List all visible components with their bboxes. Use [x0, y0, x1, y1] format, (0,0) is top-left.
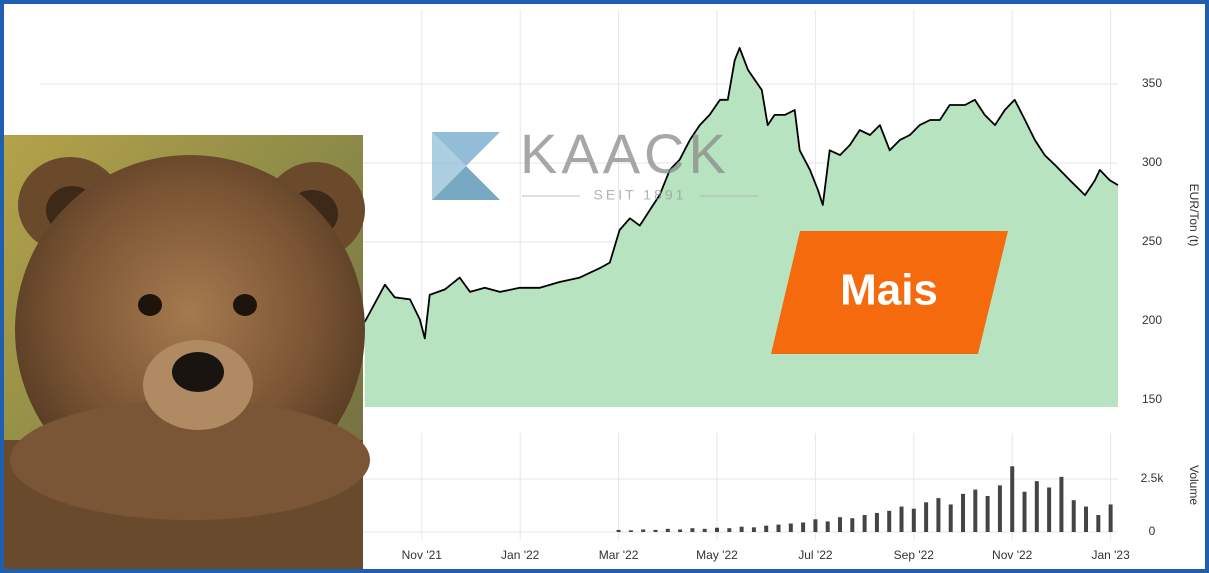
volume-bar	[616, 529, 621, 533]
logo: KAACK SEIT 1891	[432, 122, 758, 203]
volume-bar	[764, 525, 769, 533]
x-tick-label: Sep '22	[894, 548, 935, 562]
volume-bar	[665, 528, 670, 533]
y-tick-label: 2.5k	[1141, 471, 1165, 485]
volume-bar	[751, 527, 756, 533]
volume-bar	[985, 495, 990, 533]
volume-bar	[887, 510, 892, 533]
volume-bar	[653, 529, 658, 533]
volume-bar	[948, 504, 953, 533]
y-tick-label: 350	[1142, 76, 1162, 90]
x-tick-label: Nov '21	[402, 548, 443, 562]
volume-bar	[1059, 476, 1064, 533]
volume-bar	[727, 528, 732, 533]
x-tick-label: May '22	[696, 548, 738, 562]
volume-bar	[702, 528, 707, 533]
price-line	[363, 47, 1119, 340]
volume-bar	[825, 521, 830, 533]
volume-bar	[1096, 515, 1101, 533]
volume-bar	[1108, 504, 1113, 533]
volume-bar	[788, 523, 793, 533]
volume-bar	[690, 528, 695, 533]
y-tick-label: 300	[1142, 155, 1162, 169]
volume-bar	[776, 524, 781, 533]
y-tick-label: 200	[1142, 313, 1162, 327]
volume-bar	[973, 489, 978, 533]
area	[364, 47, 1118, 408]
volume-bar	[628, 530, 633, 533]
volume-bar	[911, 508, 916, 533]
y-tick-label: 0	[1149, 524, 1156, 538]
badge-text: Mais	[840, 266, 938, 315]
volume-bar	[1047, 487, 1052, 533]
bear-photo	[4, 135, 370, 569]
y-tick-label: 150	[1142, 392, 1162, 406]
volume-bar	[715, 527, 720, 533]
x-tick-label: Jan '22	[501, 548, 540, 562]
volume-bar	[1034, 481, 1039, 533]
x-tick-label: Jan '23	[1091, 548, 1130, 562]
volume-bar	[961, 493, 966, 533]
x-tick-label: Mar '22	[599, 548, 639, 562]
volume-bar	[641, 529, 646, 533]
volume-bar	[813, 519, 818, 533]
x-tick-label: Jul '22	[798, 548, 833, 562]
volume-bar	[1022, 491, 1027, 533]
volume-bar	[739, 526, 744, 533]
logo-subtext: SEIT 1891	[594, 187, 687, 203]
y-tick-label: 250	[1142, 234, 1162, 248]
volume-bar	[862, 515, 867, 533]
volume-bar	[924, 502, 929, 533]
x-tick-label: Nov '22	[992, 548, 1033, 562]
volume-bar	[899, 506, 904, 533]
chart: 150 200 250 300 350 0 2.5k Nov '21 Jan '22 Mar '2…	[4, 10, 1201, 569]
y-axis-label: EUR/Ton (t)	[1187, 184, 1201, 247]
volume-bar	[678, 529, 683, 533]
logo-text: KAACK	[520, 122, 730, 185]
volume-bar	[1084, 506, 1089, 533]
volume-bar	[874, 512, 879, 533]
volume-bar	[936, 498, 941, 533]
volume-bar	[1010, 466, 1015, 533]
volume-bar	[850, 518, 855, 533]
volume-bar	[997, 485, 1002, 533]
volume-bar	[1071, 500, 1076, 533]
y-axis-label: Volume	[1187, 465, 1201, 505]
volume-bar	[838, 517, 843, 533]
volume-bar	[801, 522, 806, 533]
badge: Mais	[771, 231, 1008, 354]
